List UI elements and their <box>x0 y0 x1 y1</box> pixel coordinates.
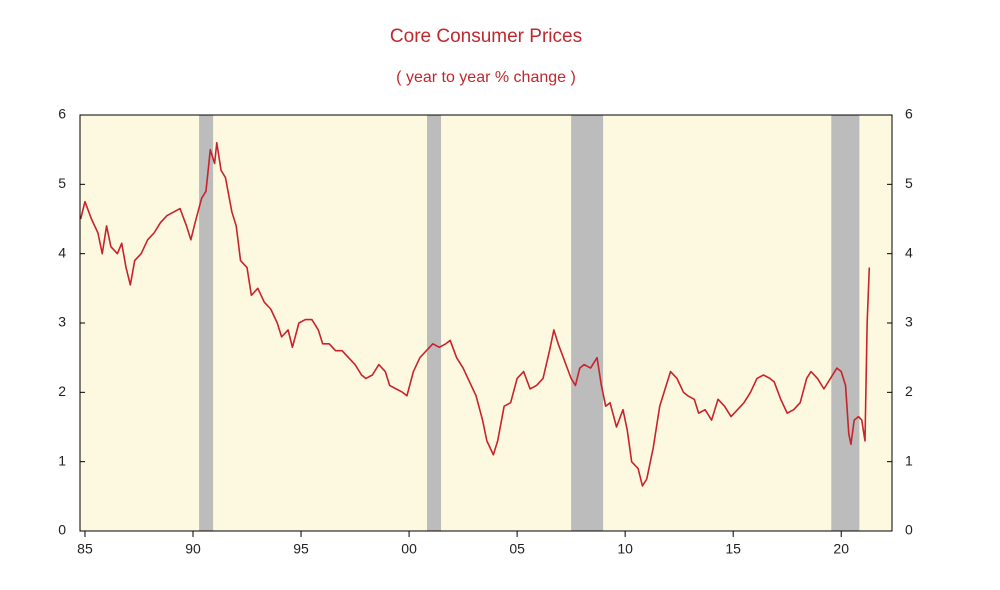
plot-background <box>80 115 892 531</box>
y2-tick-label: 4 <box>905 244 913 260</box>
chart-title: Core Consumer Prices <box>390 26 582 47</box>
x-tick-label: 00 <box>401 541 417 557</box>
y-tick-label: 0 <box>58 522 66 538</box>
y2-tick-label: 2 <box>905 383 913 399</box>
y-tick-label: 4 <box>58 244 66 260</box>
x-tick-label: 05 <box>509 541 525 557</box>
x-tick-label: 10 <box>617 541 633 557</box>
recession-band <box>571 115 604 531</box>
y2-tick-label: 6 <box>905 106 913 122</box>
data-line <box>79 141 871 487</box>
recession-band <box>427 115 442 531</box>
x-tick-label: 95 <box>293 541 309 557</box>
y2-tick-label: 3 <box>905 314 913 330</box>
y2-tick-label: 0 <box>905 522 913 538</box>
x-tick-label: 15 <box>725 541 741 557</box>
chart-subtitle: ( year to year % change ) <box>396 69 576 86</box>
x-tick-label: 90 <box>185 541 201 557</box>
y-tick-label: 3 <box>58 314 66 330</box>
y2-tick-label: 1 <box>905 452 913 468</box>
recession-band <box>199 115 214 531</box>
recession-band <box>831 115 860 531</box>
plot-frame <box>79 114 893 532</box>
y2-tick-label: 5 <box>905 175 913 191</box>
y-tick-label: 6 <box>58 106 66 122</box>
x-tick-label: 85 <box>77 541 93 557</box>
y-tick-label: 1 <box>58 452 66 468</box>
x-tick-label: 20 <box>833 541 849 557</box>
y-tick-label: 5 <box>58 175 66 191</box>
y-tick-label: 2 <box>58 383 66 399</box>
